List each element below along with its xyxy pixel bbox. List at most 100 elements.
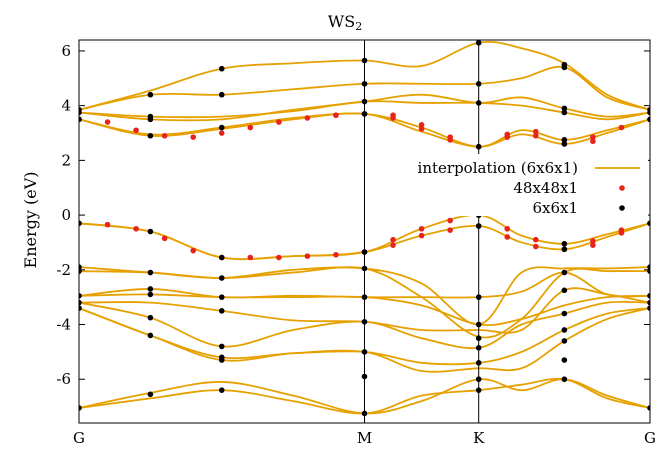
fine-grid-point (304, 253, 311, 259)
coarse-grid-point (79, 299, 82, 306)
interpolation-band-line (79, 40, 650, 111)
coarse-grid-point (147, 314, 154, 321)
coarse-grid-point (647, 109, 650, 116)
fine-grid-point (418, 232, 425, 239)
interpolation-band-line (79, 112, 650, 148)
coarse-grid-point (561, 287, 568, 294)
fine-grid-point (218, 130, 225, 136)
fine-grid-point (618, 230, 625, 236)
fine-grid-point (618, 124, 625, 131)
fine-grid-point (190, 134, 196, 140)
coarse-grid-point (147, 286, 154, 292)
plot-area: -6 -4 -2 0 2 4 6 G M K G (56, 39, 656, 447)
y-axis-label: Energy (eV) (21, 172, 40, 269)
coarse-grid-point (79, 292, 82, 299)
interpolation-band-line (79, 65, 650, 111)
bands-group (79, 40, 650, 417)
interpolation-band-line (79, 112, 650, 148)
coarse-grid-point (147, 391, 154, 398)
coarse-grid-point (147, 291, 154, 298)
fine-grid-point (161, 235, 168, 242)
fine-grid-point (304, 115, 311, 121)
coarse-grid-point (561, 338, 568, 344)
fine-grid-point (276, 119, 282, 125)
y-tick-label: -6 (56, 370, 71, 388)
fine-grid-point (247, 254, 254, 261)
fine-grid-point (333, 112, 339, 119)
fine-grid-point (533, 132, 539, 139)
fine-grid-point (418, 122, 425, 128)
coarse-grid-point (561, 109, 568, 116)
legend: interpolation (6x6x1) 48x48x1 6x6x1 (408, 154, 648, 217)
interpolation-band-line (79, 266, 650, 326)
coarse-grid-point (561, 64, 568, 71)
fine-grid-point (504, 225, 511, 232)
interpolation-band-line (79, 307, 650, 366)
coarse-grid-point (647, 292, 650, 299)
fine-grid-point (247, 124, 254, 131)
legend-point-swatch (619, 205, 625, 211)
fine-grid-point (418, 225, 425, 232)
fine-grid-point (447, 217, 453, 224)
fine-grid-point (590, 138, 596, 145)
fine-grid-point (533, 236, 539, 243)
coarse-grid-point (561, 241, 568, 247)
coarse-grid-point (561, 246, 568, 253)
coarse-grid-point (79, 305, 82, 311)
coarse-grid-point (147, 269, 154, 276)
coarse-grid-point (79, 220, 82, 227)
coarse-grid-point (647, 405, 650, 411)
x-tick-label: G (644, 429, 656, 447)
chart-title-subscript: 2 (355, 20, 362, 33)
coarse-grid-point (147, 132, 154, 139)
coarse-grid-point (79, 405, 82, 411)
y-tick-label: -2 (56, 261, 71, 279)
coarse-grid-point (561, 310, 568, 317)
coarse-grid-point (218, 254, 225, 261)
coarse-grid-point (218, 294, 225, 300)
legend-entry-label: 48x48x1 (513, 179, 578, 197)
x-tick-label: M (357, 429, 372, 447)
y-tick-label: 0 (61, 206, 71, 224)
chart-title: WS2 (328, 12, 362, 33)
fine-grid-point (390, 236, 396, 243)
coarse-grid-point (218, 308, 225, 314)
fine-grid-point (133, 127, 139, 134)
interpolation-band-line (79, 307, 650, 373)
interpolation-band-line (79, 271, 650, 299)
coarse-grid-point (218, 357, 225, 363)
interpolation-band-line (79, 100, 650, 121)
legend-entry-label: 6x6x1 (532, 199, 578, 217)
coarse-grid-point (561, 137, 568, 143)
fine-grid-point (504, 234, 511, 240)
fine-grid-point (590, 242, 596, 248)
coarse-grid-point (79, 116, 82, 123)
legend-point-swatch (619, 185, 625, 191)
interpolation-band-line (79, 93, 650, 122)
fine-grid-point (504, 134, 511, 140)
fine-grid-point (390, 115, 396, 121)
x-tick-label: K (473, 429, 485, 447)
coarse-grid-point (647, 299, 650, 306)
coarse-grid-point (561, 376, 568, 383)
coarse-grid-point (561, 327, 568, 333)
fine-grid-point (447, 227, 453, 233)
fine-grid-point (104, 119, 111, 125)
coarse-grid-point (561, 141, 568, 147)
chart-title-main: WS (328, 12, 355, 31)
plot-frame (78, 39, 651, 424)
y-tick-label: 6 (61, 42, 71, 60)
legend-background (408, 154, 648, 216)
fine-grid-point (590, 238, 596, 244)
coarse-grid-point (218, 275, 225, 281)
coarse-grid-point (218, 124, 225, 131)
y-tick-label: 2 (61, 151, 71, 169)
coarse-grid-point (218, 343, 225, 350)
fine-grid-point (390, 242, 396, 248)
coarse-grid-point (647, 305, 650, 311)
coarse-grid-point (79, 109, 82, 116)
fine-grid-point (533, 243, 539, 250)
fine-grid-point (418, 126, 425, 132)
fine-grid-point (533, 128, 539, 135)
